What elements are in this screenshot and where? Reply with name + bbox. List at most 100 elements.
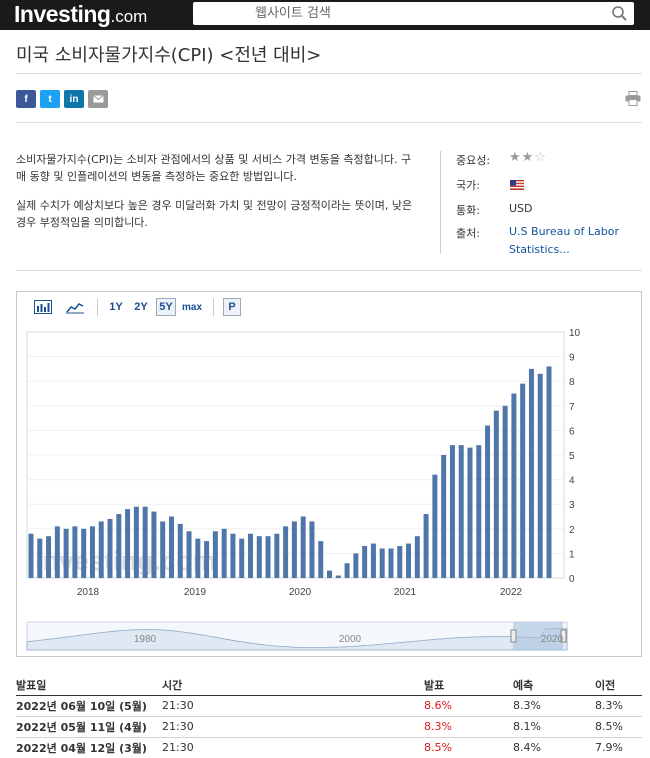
chart-bar [335,575,341,578]
twitter-share-button[interactable]: t [40,90,60,108]
area-chart-type-button[interactable] [64,298,86,316]
x-tick-label: 2020 [289,587,312,598]
chart-bar [230,533,236,578]
search-box [193,2,634,25]
column-header[interactable]: 발표 [424,676,513,696]
y-tick-label: 9 [569,353,575,364]
history-table: 발표일 시간 발표 예측 이전 2022년 06월 10일 (5월) 21:30… [16,676,642,758]
chart-bar [449,445,455,578]
range-2y-button[interactable]: 2Y [134,301,148,313]
cpi-bar-chart[interactable]: 012345678910Investing.com201820192020202… [17,292,641,656]
range-1y-button[interactable]: 1Y [109,301,123,313]
chart-bar [107,518,113,578]
chart-bar [265,536,271,578]
divider [16,122,642,123]
x-tick-label: 2021 [394,587,417,598]
chart-container: 1Y 2Y 5Y max P 012345678910Investing.com… [16,291,642,657]
navigator-handle [510,629,517,643]
release-time: 21:30 [162,716,424,738]
chart-bar [362,546,368,578]
page-title: 미국 소비자물가지수(CPI) <전년 대비> [16,45,322,66]
chart-bar [511,393,517,578]
chart-bar [379,548,385,578]
navigator-label: 2020 [541,634,564,645]
previous-value: 8.3% [595,695,642,717]
table-row: 2022년 06월 10일 (5월) 21:30 8.6% 8.3% 8.3% [16,695,642,717]
chart-bar [458,445,464,578]
x-tick-label: 2022 [500,587,523,598]
chart-bar [133,506,139,578]
country-label: 국가: [456,179,480,192]
chart-bar [54,526,60,578]
toolbar-divider [97,298,98,316]
y-tick-label: 6 [569,426,575,437]
source-link[interactable]: U.S Bureau of Labor Statistics... [509,225,620,256]
source-label: 출처: [456,227,480,240]
range-5y-button[interactable]: 5Y [156,298,176,316]
chart-bar [493,410,499,578]
search-input[interactable] [193,2,593,25]
chart-bar [204,541,210,578]
y-tick-label: 3 [569,500,575,511]
release-date: 2022년 04월 12일 (3월) [16,737,162,758]
chart-bar [186,531,192,578]
top-bar: Investing.com [0,0,650,30]
chart-bar [300,516,306,578]
column-header[interactable]: 예측 [513,676,595,696]
chart-bar [318,541,324,578]
forecast-value: 8.3% [513,695,595,717]
chart-bar [37,538,43,578]
y-tick-label: 0 [569,574,575,585]
chart-toolbar: 1Y 2Y 5Y max P [17,292,641,322]
chart-bar [291,521,297,578]
previous-value: 7.9% [595,737,642,758]
chart-bar [502,405,508,578]
email-share-button[interactable] [88,90,108,108]
linkedin-share-button[interactable]: in [64,90,84,108]
table-header-row: 발표일 시간 발표 예측 이전 [16,676,642,696]
investing-logo[interactable]: Investing.com [14,1,147,28]
p-button[interactable]: P [223,298,241,316]
chart-bar [256,536,262,578]
y-tick-label: 7 [569,402,575,413]
release-date: 2022년 05월 11일 (4월) [16,716,162,738]
chart-bar [432,474,438,578]
y-tick-label: 4 [569,476,575,487]
actual-value: 8.5% [424,737,513,758]
chart-bar [353,553,359,578]
importance-label: 중요성: [456,154,491,167]
y-tick-label: 10 [569,328,581,339]
logo-text: Investing [14,1,111,27]
chart-bar [239,538,245,578]
divider [16,270,642,271]
chart-bar [537,373,543,578]
chart-bar [309,521,315,578]
navigator-label: 2000 [339,634,362,645]
currency-value: USD [509,202,533,215]
bar-chart-icon [34,300,52,314]
search-icon[interactable] [611,5,628,22]
print-icon[interactable] [625,91,641,106]
description-paragraph: 실제 수치가 예상치보다 높은 경우 미달러화 가치 및 전망이 긍정적이라는 … [16,199,413,229]
column-header[interactable]: 시간 [162,676,424,696]
navigator-label: 1980 [134,634,157,645]
chart-bar [46,536,52,578]
star-filled-icon: ★ [509,150,522,165]
bar-chart-type-button[interactable] [32,298,54,316]
chart-bar [485,425,491,578]
star-filled-icon: ★ [521,150,535,165]
chart-bar [151,511,157,578]
chart-bar [274,533,280,578]
chart-bar [160,521,166,578]
chart-bar [388,548,394,578]
chart-bar [195,538,201,578]
facebook-share-button[interactable]: f [16,90,36,108]
chart-bar [344,563,350,578]
range-max-button[interactable]: max [181,301,202,313]
column-header[interactable]: 이전 [595,676,642,696]
column-header[interactable]: 발표일 [16,676,162,696]
divider [440,151,441,254]
y-tick-label: 8 [569,377,575,388]
actual-value: 8.6% [424,695,513,717]
chart-bar [423,514,429,578]
